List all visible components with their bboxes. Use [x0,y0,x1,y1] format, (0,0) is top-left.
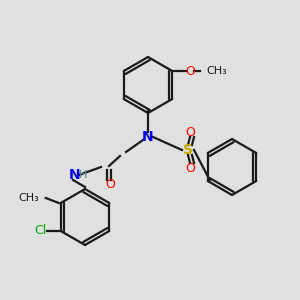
Text: N: N [142,130,154,144]
Text: O: O [185,161,195,175]
Text: O: O [105,178,115,191]
Text: O: O [185,125,195,139]
Text: CH₃: CH₃ [206,66,227,76]
Text: S: S [183,143,193,157]
Text: H: H [79,170,87,180]
Text: O: O [185,64,195,77]
Text: CH₃: CH₃ [18,193,39,203]
Text: N: N [69,168,81,182]
Text: Cl: Cl [34,224,47,238]
